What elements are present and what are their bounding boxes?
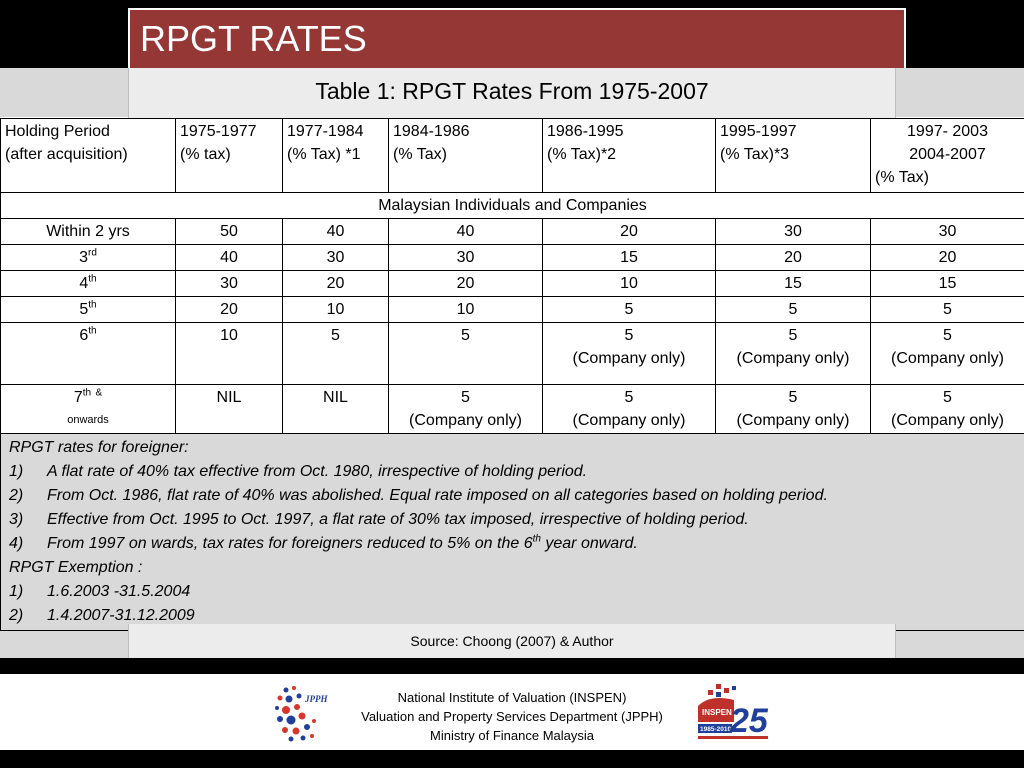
- table-row: 3rd 40 30 30 15 20 20: [0, 244, 1024, 271]
- list-item: 1) A flat rate of 40% tax effective from …: [9, 463, 588, 480]
- table-row: 6th 10 5 5 5 (Company only) 5 (Company onl…: [0, 322, 1024, 385]
- list-item: 2) From Oct. 1986, flat rate of 40% was a…: [9, 487, 828, 504]
- rate-cell: 5 (Company only): [715, 322, 871, 385]
- exemption-title: RPGT Exemption :: [9, 559, 143, 576]
- rate-cell: 30: [715, 218, 871, 245]
- period-cell: 4th: [0, 270, 176, 297]
- table-source: Source: Choong (2007) & Author: [128, 624, 896, 658]
- rate-cell: 10: [542, 270, 716, 297]
- rate-cell: 5: [715, 296, 871, 323]
- rate-cell: 30: [282, 244, 389, 271]
- rate-cell: 15: [542, 244, 716, 271]
- footer-line-inspen: National Institute of Valuation (INSPEN): [397, 690, 627, 705]
- rate-cell: NIL: [175, 384, 283, 434]
- rate-cell: 20: [542, 218, 716, 245]
- table-caption: Table 1: RPGT Rates From 1975-2007: [128, 68, 896, 118]
- header-1975-1977: 1975-1977 (% tax): [175, 118, 283, 193]
- footer: JPPH National Institute of Valuation (IN…: [0, 674, 1024, 750]
- caption-row: Table 1: RPGT Rates From 1975-2007: [0, 68, 1024, 118]
- rate-cell: 40: [175, 244, 283, 271]
- rate-cell: 10: [175, 322, 283, 385]
- rate-cell: 30: [870, 218, 1024, 245]
- rate-cell: 5: [282, 322, 389, 385]
- rate-cell: 10: [282, 296, 389, 323]
- rate-cell: 15: [715, 270, 871, 297]
- rate-cell: 5: [388, 322, 543, 385]
- rate-cell: 30: [388, 244, 543, 271]
- source-row: Source: Choong (2007) & Author: [0, 624, 1024, 658]
- inspen-25-logo: INSPEN 1985-2010 25: [698, 684, 769, 740]
- header-row: Holding Period (after acquisition) 1975-1…: [0, 118, 1024, 193]
- period-cell: 5th: [0, 296, 176, 323]
- svg-text:1985-2010: 1985-2010: [700, 726, 731, 733]
- rate-cell: 5 (Company only): [715, 384, 871, 434]
- table-row: 4th 30 20 20 10 15 15: [0, 270, 1024, 297]
- rate-cell: 40: [282, 218, 389, 245]
- header-1986-1995: 1986-1995 (% Tax)*2: [542, 118, 716, 193]
- rate-cell: 5: [542, 296, 716, 323]
- footer-text: National Institute of Valuation (INSPEN)…: [338, 688, 686, 745]
- list-item: 4) From 1997 on wards, tax rates for fore…: [9, 533, 638, 552]
- rate-cell: 5 (Company only): [542, 384, 716, 434]
- rate-cell: 5 (Company only): [542, 322, 716, 385]
- rate-cell: NIL: [282, 384, 389, 434]
- rpgt-rates-table: Holding Period (after acquisition) 1975-1…: [0, 118, 1024, 631]
- footer-line-ministry: Ministry of Finance Malaysia: [430, 728, 594, 743]
- list-item: 3) Effective from Oct. 1995 to Oct. 1997,…: [9, 511, 749, 528]
- notes-row: RPGT rates for foreigner: 1) A flat rate …: [0, 433, 1024, 631]
- notes-cell: RPGT rates for foreigner: 1) A flat rate …: [0, 433, 1024, 631]
- rate-cell: 5 (Company only): [870, 322, 1024, 385]
- rate-cell: 20: [870, 244, 1024, 271]
- svg-text:JPPH: JPPH: [304, 694, 328, 704]
- rate-cell: 10: [388, 296, 543, 323]
- slide-title: RPGT RATES: [140, 18, 367, 59]
- header-1984-1986: 1984-1986 (% Tax): [388, 118, 543, 193]
- period-cell: 3rd: [0, 244, 176, 271]
- slide-title-bar: RPGT RATES: [128, 8, 906, 70]
- rate-cell: 20: [715, 244, 871, 271]
- footer-line-jpph: Valuation and Property Services Departme…: [361, 709, 663, 724]
- section-label: Malaysian Individuals and Companies: [0, 192, 1024, 219]
- rate-cell: 5 (Company only): [870, 384, 1024, 434]
- rate-cell: 20: [388, 270, 543, 297]
- period-cell: 6th: [0, 322, 176, 385]
- rate-cell: 5: [870, 296, 1024, 323]
- header-holding-period: Holding Period (after acquisition): [0, 118, 176, 193]
- rate-cell: 15: [870, 270, 1024, 297]
- rate-cell: 5 (Company only): [388, 384, 543, 434]
- svg-text:25: 25: [729, 702, 769, 740]
- foreigner-title: RPGT rates for foreigner:: [9, 439, 189, 456]
- jpph-logo: JPPH: [275, 686, 328, 742]
- table-row: 7th & onwards NIL NIL 5 (Company only) 5(…: [0, 384, 1024, 434]
- rate-cell: 40: [388, 218, 543, 245]
- period-cell: Within 2 yrs: [0, 218, 176, 245]
- rate-cell: 30: [175, 270, 283, 297]
- list-item: 1) 1.6.2003 -31.5.2004: [9, 583, 191, 600]
- section-row: Malaysian Individuals and Companies: [0, 192, 1024, 219]
- list-item: 2) 1.4.2007-31.12.2009: [9, 607, 195, 624]
- header-1977-1984: 1977-1984 (% Tax) *1: [282, 118, 389, 193]
- rate-cell: 50: [175, 218, 283, 245]
- svg-text:INSPEN: INSPEN: [702, 708, 732, 717]
- table-row: 5th 20 10 10 5 5 5: [0, 296, 1024, 323]
- rates-table-panel: Table 1: RPGT Rates From 1975-2007 Holdi…: [0, 68, 1024, 658]
- table-row: Within 2 yrs 50 40 40 20 30 30: [0, 218, 1024, 245]
- header-1997-2007: 1997- 2003 2004-2007 (% Tax): [870, 118, 1024, 193]
- header-1995-1997: 1995-1997 (% Tax)*3: [715, 118, 871, 193]
- period-cell: 7th & onwards: [0, 384, 176, 434]
- rate-cell: 20: [282, 270, 389, 297]
- rate-cell: 20: [175, 296, 283, 323]
